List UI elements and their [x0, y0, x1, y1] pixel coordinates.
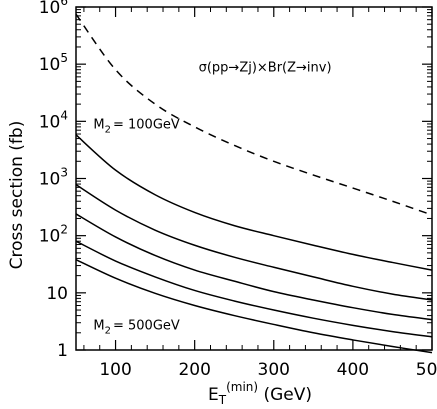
y-tick-label-base: 10 [39, 0, 61, 18]
x-tick-label: 100 [99, 360, 131, 380]
y-axis-label: Cross section (fb) [7, 121, 27, 270]
y-tick-label-base: 10 [39, 227, 61, 247]
y-tick-label-exp: 3 [60, 166, 68, 180]
y-tick-label-base: 10 [39, 112, 61, 132]
annotation-sigma: σ(pp→Zj)×Br(Z→inv) [199, 60, 332, 75]
x-tick-labels: 100 200 300 400 500 [99, 360, 437, 380]
x-axis-label: ET(min) (GeV) [208, 380, 312, 407]
y-tick-label-exp: 5 [60, 51, 68, 65]
series-lines [75, 13, 433, 354]
y-tick-label: 105 [39, 51, 68, 75]
x-tick-label: 500 [416, 360, 437, 380]
series-line-3 [75, 213, 433, 321]
y-tick-label-exp: 6 [60, 0, 68, 8]
annotation-m2-500-sub: 2 [105, 325, 111, 336]
y-tick-label: 10 [46, 284, 68, 304]
y-tick-label-exp: 2 [60, 223, 68, 237]
y-tick-label: 104 [39, 108, 68, 132]
y-tick-label-base: 10 [39, 170, 61, 190]
annotation-m2-500: M2 = 500GeV [93, 318, 180, 336]
y-tick-label: 106 [39, 0, 68, 18]
annotation-m2-500-main: M [93, 318, 104, 333]
y-tick-label-exp: 4 [60, 108, 68, 122]
y-tick-label: 103 [39, 166, 68, 190]
annotation-m2-100-rest: = 100GeV [113, 117, 180, 132]
y-tick-label-base: 10 [39, 55, 61, 75]
x-axis-label-unit: (GeV) [258, 385, 312, 405]
plot-frame [75, 6, 433, 351]
series-line-0 [75, 13, 433, 216]
y-tick-label: 102 [39, 223, 68, 247]
x-tick-label: 300 [258, 360, 290, 380]
x-axis-label-main: E [208, 385, 219, 405]
axis-ticks [76, 6, 433, 351]
y-tick-label: 1 [57, 341, 68, 361]
x-axis-label-sub: T [218, 393, 227, 407]
series-line-5 [75, 259, 433, 354]
x-tick-label: 400 [337, 360, 369, 380]
x-tick-label: 200 [178, 360, 210, 380]
series-line-4 [75, 240, 433, 338]
annotation-m2-100-sub: 2 [105, 124, 111, 135]
annotation-m2-500-rest: = 500GeV [113, 318, 180, 333]
series-line-1 [75, 134, 433, 271]
x-axis-label-sup: (min) [226, 380, 258, 394]
annotation-m2-100-main: M [93, 117, 104, 132]
annotation-m2-100: M2 = 100GeV [93, 117, 180, 135]
series-line-2 [75, 184, 433, 301]
